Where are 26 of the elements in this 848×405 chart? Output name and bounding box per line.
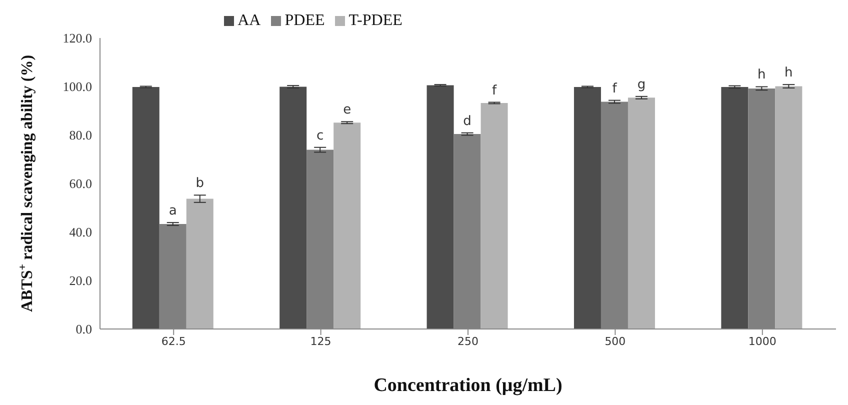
x-tick-label: 1000 [748, 334, 776, 348]
y-tick-label: 100.0 [62, 79, 92, 94]
y-tick-label: 60.0 [69, 176, 92, 192]
y-tick-label: 120.0 [62, 30, 92, 46]
data-label: e [343, 102, 352, 118]
data-label: h [758, 68, 766, 83]
data-label: g [637, 77, 646, 92]
x-tick-label: 62.5 [161, 334, 186, 348]
data-label: f [492, 83, 497, 98]
data-label: b [196, 176, 204, 192]
legend-label: AA [238, 12, 261, 29]
y-tick-label: 0.0 [76, 322, 92, 337]
data-label: d [463, 114, 472, 129]
y-tick-label: 80.0 [69, 128, 92, 143]
data-label: f [612, 81, 618, 96]
x-tick-label: 125 [310, 334, 332, 348]
x-axis-title: Concentration (μg/mL) [374, 375, 562, 396]
x-tick-label: 500 [604, 334, 626, 348]
legend-label: T-PDEE [348, 12, 402, 29]
data-label: c [316, 128, 324, 144]
x-tick-label: 250 [458, 334, 478, 348]
data-label: h [784, 66, 793, 81]
y-tick-label: 40.0 [69, 224, 92, 240]
legend-label: PDEE [284, 12, 325, 29]
y-tick-label: 20.0 [69, 273, 92, 288]
data-label: a [168, 204, 177, 219]
